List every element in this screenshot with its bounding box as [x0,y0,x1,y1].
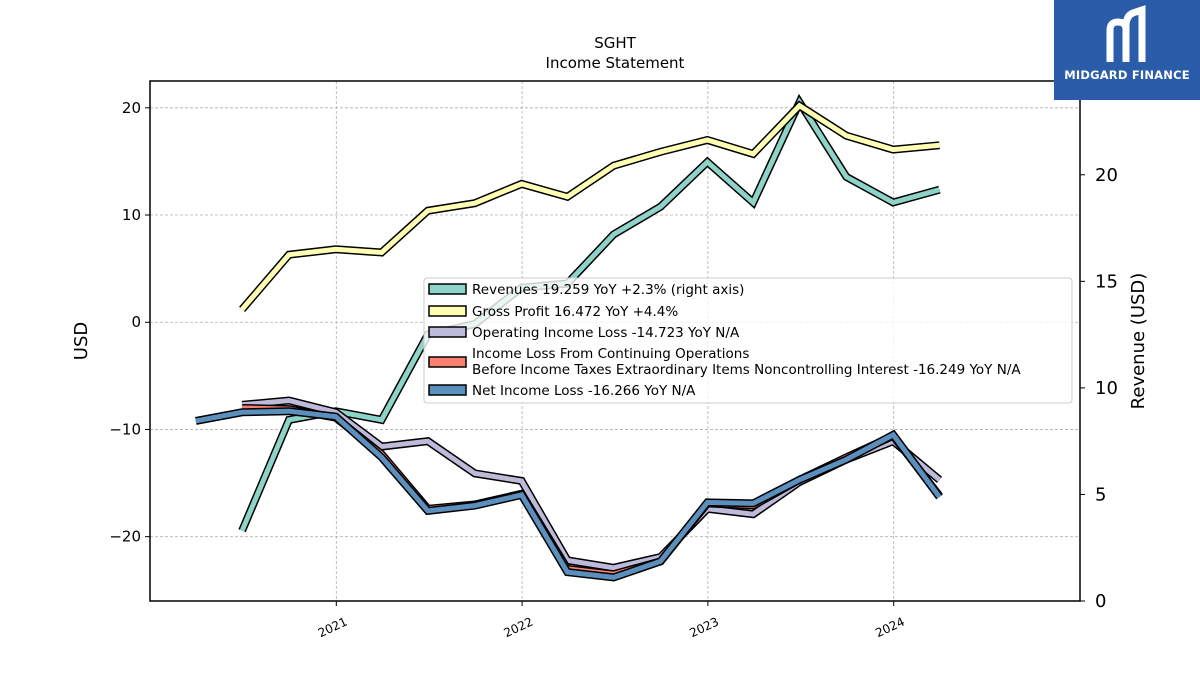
y2-tick-label: 0 [1095,591,1106,612]
series-line [195,407,943,582]
y-axis-label: USD [71,322,92,360]
x-tick-label: 2022 [502,615,536,641]
y2-tick-label: 15 [1095,271,1118,292]
series-outline [195,407,943,582]
legend-label: Net Income Loss -16.266 YoY N/A [472,383,696,399]
legend-swatch [428,305,467,317]
plot-frame [149,80,1081,602]
legend-box [423,277,1073,404]
y-tick-label: 0 [131,313,141,331]
legend: Revenues 19.259 YoY +2.3% (right axis) Gr… [423,277,1073,404]
legend-label: Before Income Taxes Extraordinary Items … [472,362,1021,378]
series-fill [195,408,942,580]
brand-mark-icon [1106,5,1146,62]
legend-label: Income Loss From Continuing Operations [472,346,749,362]
series-fill [242,405,942,577]
legend-label: Revenues 19.259 YoY +2.3% (right axis) [472,282,744,298]
series-lines [195,93,943,582]
x-tick-label: 2023 [687,615,721,641]
y-tick-label: 10 [122,206,141,224]
x-tick-label: 2021 [316,615,350,641]
series-fill [240,102,940,312]
brand-logo: MIDGARD FINANCE [1054,0,1200,100]
series-line [242,404,943,579]
y2-tick-label: 10 [1095,378,1118,399]
y-tick-label: 20 [122,99,141,117]
series-fill [239,97,941,532]
legend-swatch [428,356,467,368]
y-tick-label: −10 [109,420,141,438]
chart-subtitle: Income Statement [546,54,685,72]
y2-tick-label: 5 [1095,484,1106,505]
y-tick-label: −20 [109,528,141,546]
legend-label: Gross Profit 16.472 YoY +4.4% [472,304,678,320]
chart-title: SGHT [594,34,636,52]
legend-swatch [428,384,467,396]
y2-tick-label: 20 [1095,165,1118,186]
series-line [238,93,941,533]
y2-axis-label: Revenue (USD) [1128,273,1149,410]
series-line [239,100,940,313]
brand-name: MIDGARD FINANCE [1064,68,1190,82]
legend-swatch [428,283,467,295]
series-outline [242,404,943,579]
legend-swatch [428,326,467,338]
legend-label: Operating Income Loss -14.723 YoY N/A [472,325,740,341]
x-tick-label: 2024 [873,615,907,641]
